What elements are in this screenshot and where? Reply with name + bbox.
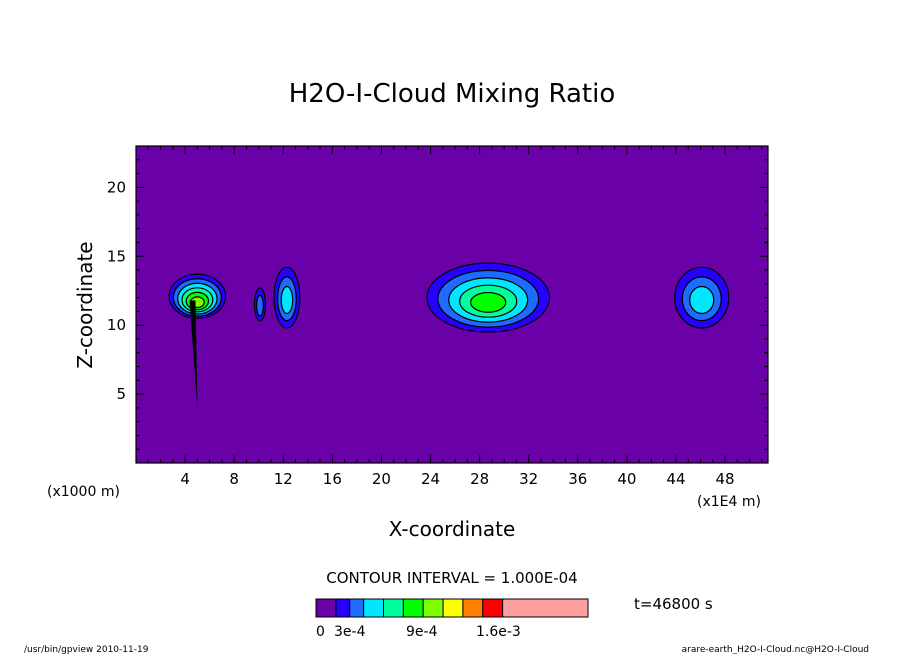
colorbar-label: 0 <box>316 624 325 640</box>
colorbar-swatch <box>462 598 484 618</box>
colorbar <box>315 598 589 618</box>
y-tick-label: 15 <box>107 247 126 265</box>
colorbar-label: 1.6e-3 <box>476 624 521 640</box>
colorbar-swatch <box>335 598 351 618</box>
x-tick-label: 32 <box>519 470 538 488</box>
cloud-cell <box>273 266 301 329</box>
x-tick-label: 48 <box>716 470 735 488</box>
colorbar-swatch <box>363 598 385 618</box>
y-tick-label: 20 <box>107 178 126 196</box>
colorbar-swatch <box>502 598 589 618</box>
x-tick-label: 44 <box>666 470 685 488</box>
colorbar-swatch <box>402 598 424 618</box>
x-unit-label: (x1E4 m) <box>697 494 761 510</box>
chart-title: H2O-I-Cloud Mixing Ratio <box>289 79 616 109</box>
x-axis-ticks: 4 8 12 16 20 24 28 32 36 40 44 48 <box>147 146 763 488</box>
colorbar-swatch <box>315 598 337 618</box>
colorbar-swatch <box>383 598 404 618</box>
y-axis-ticks: 5 10 15 20 <box>107 159 768 450</box>
footer-left: /usr/bin/gpview 2010-11-19 <box>24 645 149 654</box>
footer-right: arare-earth_H2O-I-Cloud.nc@H2O-I-Cloud <box>682 645 869 654</box>
contour-level <box>470 291 507 313</box>
colorbar-label: 9e-4 <box>406 624 438 640</box>
colorbar-swatch <box>482 598 504 618</box>
colorbar-swatch <box>422 598 444 618</box>
x-tick-label: 16 <box>323 470 342 488</box>
colorbar-swatch <box>349 598 365 618</box>
x-tick-label: 20 <box>372 470 391 488</box>
contour-level <box>255 294 264 317</box>
x-tick-label: 8 <box>229 470 239 488</box>
y-tick-label: 10 <box>107 316 126 334</box>
x-tick-label: 4 <box>180 470 190 488</box>
x-tick-label: 24 <box>421 470 440 488</box>
colorbar-swatch <box>442 598 464 618</box>
contour-interval-text: CONTOUR INTERVAL = 1.000E-04 <box>326 569 577 587</box>
x-axis-label: X-coordinate <box>389 517 516 541</box>
x-tick-label: 12 <box>274 470 293 488</box>
contour-level <box>280 285 294 315</box>
cloud-cell <box>674 266 730 329</box>
cloud-filament <box>189 300 198 408</box>
cloud-contours <box>135 145 769 464</box>
x-tick-label: 40 <box>617 470 636 488</box>
colorbar-label: 3e-4 <box>334 624 366 640</box>
time-label: t=46800 s <box>634 595 713 613</box>
cloud-cell <box>253 287 267 322</box>
y-tick-label: 5 <box>116 385 126 403</box>
cloud-cell <box>168 273 227 319</box>
x-tick-label: 36 <box>568 470 587 488</box>
x-tick-label: 28 <box>470 470 489 488</box>
plot-frame <box>135 145 769 464</box>
cloud-cell <box>426 262 551 333</box>
contour-level <box>689 285 715 315</box>
y-axis-label: Z-coordinate <box>73 241 97 368</box>
y-unit-label: (x1000 m) <box>47 484 120 500</box>
colorbar-labels: 0 3e-4 9e-4 1.6e-3 <box>316 624 521 640</box>
